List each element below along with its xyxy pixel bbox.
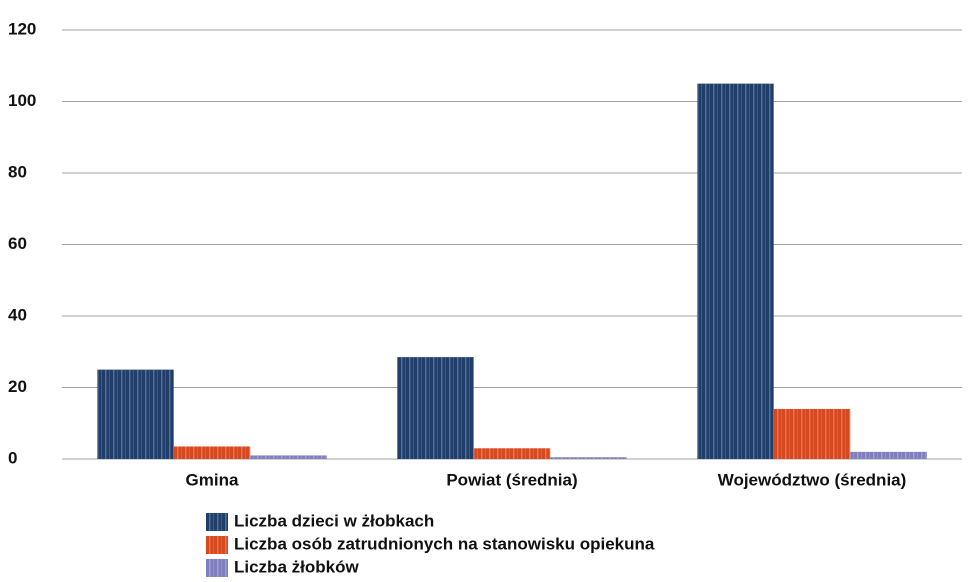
y-tick-label: 60 — [8, 234, 27, 253]
x-tick-label: Gmina — [186, 470, 239, 489]
legend-swatch-texture — [206, 513, 228, 531]
bar — [850, 451, 927, 459]
bar — [250, 455, 327, 459]
bar — [97, 369, 174, 459]
y-tick-label: 120 — [8, 19, 36, 38]
y-tick-label: 100 — [8, 91, 36, 110]
x-tick-label: Województwo (średnia) — [718, 470, 907, 489]
y-tick-label: 20 — [8, 377, 27, 396]
bar — [773, 408, 851, 459]
bar — [473, 448, 551, 459]
legend-label: Liczba osób zatrudnionych na stanowisku … — [234, 534, 655, 553]
bar — [397, 357, 474, 459]
x-tick-label: Powiat (średnia) — [446, 470, 577, 489]
legend-label: Liczba dzieci w żłobkach — [234, 511, 434, 530]
bar — [173, 446, 251, 459]
legend-label: Liczba żłobków — [234, 557, 359, 576]
bar — [697, 83, 774, 459]
y-tick-label: 80 — [8, 162, 27, 181]
bar — [550, 457, 627, 459]
legend-swatch-texture — [206, 559, 228, 577]
y-tick-label: 40 — [8, 305, 27, 324]
y-tick-label: 0 — [8, 448, 17, 467]
legend-swatch-texture — [206, 536, 228, 554]
